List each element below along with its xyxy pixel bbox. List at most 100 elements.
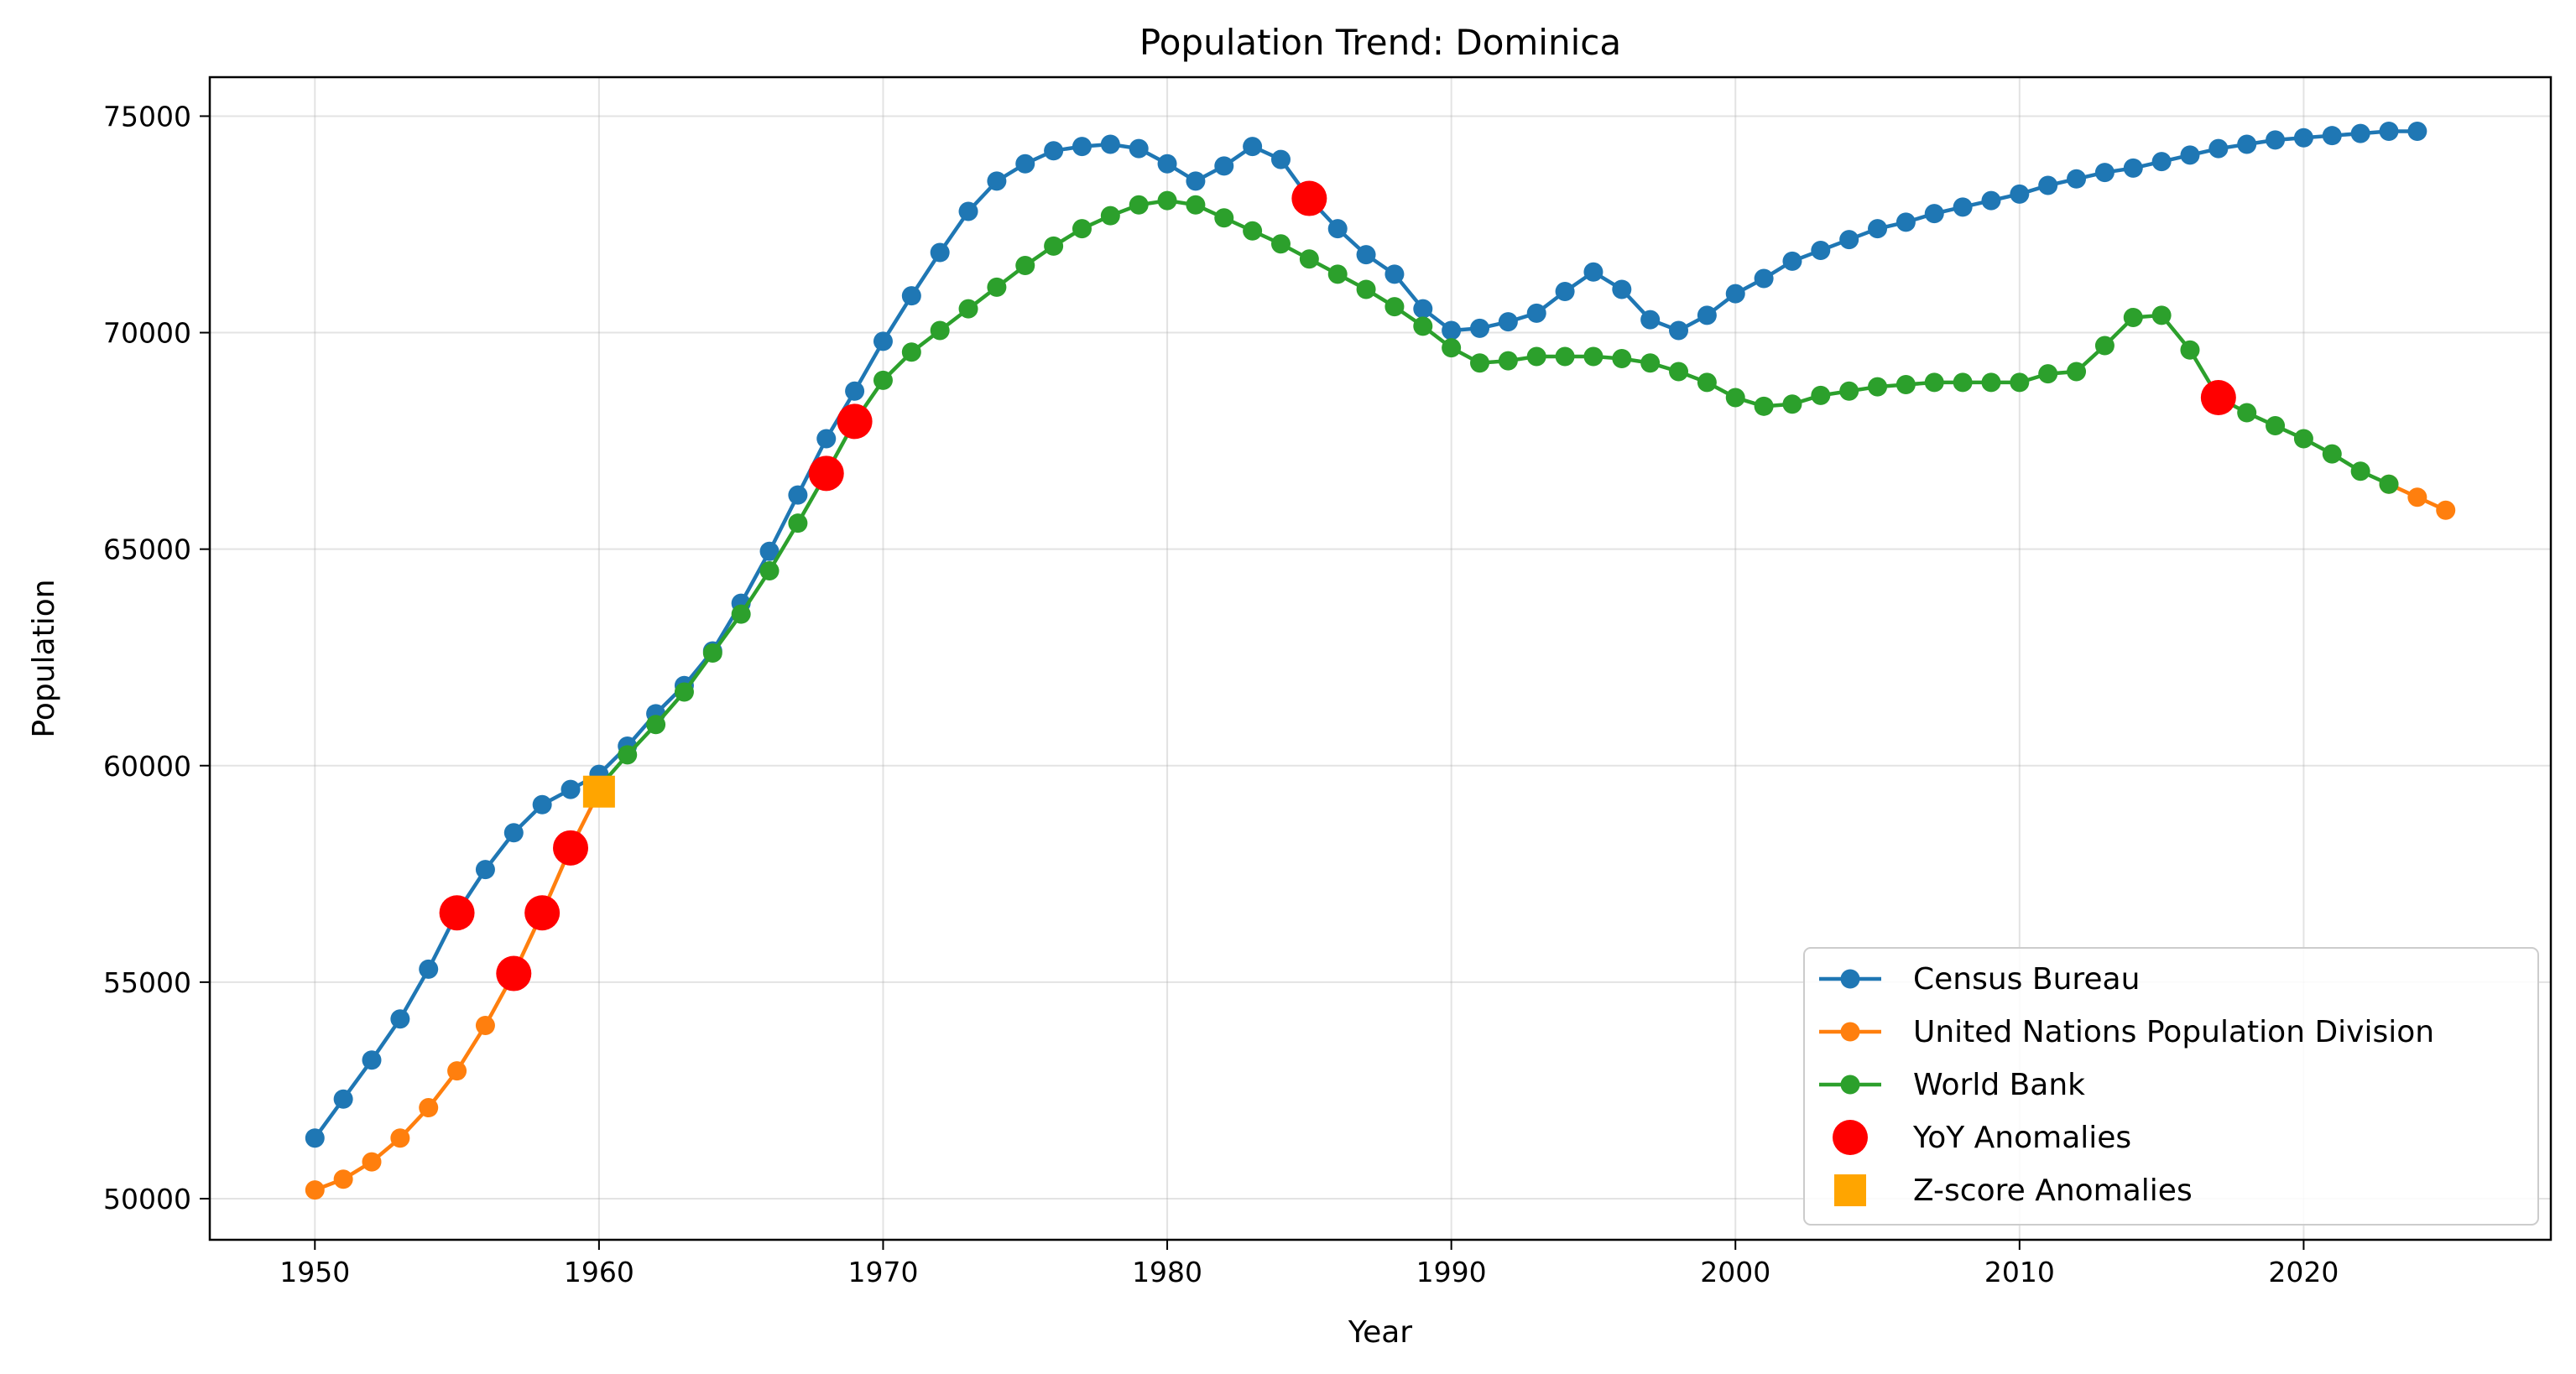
- data-point: [1270, 149, 1291, 169]
- y-tick-label: 75000: [103, 100, 191, 133]
- data-point: [2180, 340, 2200, 360]
- yoy-anomalies: [439, 180, 2236, 991]
- data-point: [2407, 122, 2427, 142]
- data-point: [419, 959, 439, 979]
- data-point: [503, 823, 524, 843]
- series-world-bank: [589, 190, 2399, 798]
- data-point: [646, 715, 666, 735]
- data-point: [1612, 279, 1632, 299]
- x-tick-label: 1950: [279, 1256, 350, 1288]
- data-point: [2123, 158, 2143, 178]
- yoy-anomaly-marker: [837, 403, 873, 440]
- data-point: [702, 643, 722, 664]
- yoy-anomaly-marker: [553, 830, 589, 866]
- data-point: [1214, 208, 1234, 228]
- data-point: [1270, 234, 1291, 254]
- data-point: [1157, 190, 1177, 211]
- data-point: [2322, 444, 2342, 464]
- data-point: [1839, 381, 1859, 401]
- data-point: [2293, 429, 2313, 449]
- data-point: [2067, 169, 2087, 189]
- data-point: [958, 299, 978, 319]
- y-tick-label: 50000: [103, 1183, 191, 1215]
- data-point: [1214, 156, 1234, 176]
- data-point: [2208, 138, 2229, 159]
- data-point: [1129, 138, 1149, 159]
- data-point: [2266, 416, 2286, 436]
- data-point: [1583, 262, 1603, 282]
- data-point: [1811, 385, 1831, 405]
- data-point: [1953, 197, 1973, 217]
- data-point: [930, 320, 950, 341]
- legend-item-united-nations-population-division: United Nations Population Division: [1819, 1015, 2434, 1049]
- x-tick-label: 1980: [1132, 1256, 1202, 1288]
- data-point: [788, 513, 808, 533]
- data-point: [1555, 346, 1575, 367]
- yoy-anomaly-marker: [496, 955, 532, 991]
- data-point: [475, 860, 495, 880]
- x-tick-label: 2000: [1700, 1256, 1770, 1288]
- data-point: [2322, 126, 2342, 146]
- data-point: [816, 429, 837, 449]
- x-tick-label: 1960: [564, 1256, 634, 1288]
- data-point: [390, 1128, 410, 1148]
- legend-item-census-bureau: Census Bureau: [1819, 962, 2140, 997]
- y-axis-label: Population: [27, 579, 61, 737]
- data-point: [845, 381, 865, 401]
- data-point: [1868, 377, 1888, 397]
- data-point: [1669, 362, 1689, 382]
- data-point: [362, 1050, 382, 1070]
- data-point: [419, 1098, 439, 1118]
- data-point: [1754, 268, 1774, 289]
- x-tick-label: 1990: [1416, 1256, 1487, 1288]
- data-point: [2151, 305, 2172, 325]
- data-point: [2350, 123, 2370, 143]
- data-point: [901, 342, 921, 362]
- data-point: [1725, 388, 1745, 408]
- anomaly-layer: [439, 180, 2236, 991]
- y-tick-label: 70000: [103, 317, 191, 350]
- legend-label: YoY Anomalies: [1912, 1121, 2131, 1155]
- data-point: [1640, 353, 1661, 373]
- legend-label: United Nations Population Division: [1913, 1015, 2434, 1049]
- y-tick-label: 65000: [103, 533, 191, 566]
- data-point: [1981, 190, 2001, 211]
- data-point: [305, 1128, 325, 1148]
- data-point: [532, 794, 552, 815]
- data-point: [1895, 212, 1916, 232]
- data-point: [2407, 487, 2427, 507]
- data-point: [1072, 137, 1092, 157]
- data-point: [475, 1015, 495, 1035]
- data-point: [1327, 264, 1348, 284]
- data-point: [1384, 264, 1405, 284]
- data-point: [2067, 362, 2087, 382]
- chart-title: Population Trend: Dominica: [1139, 22, 1621, 63]
- data-point: [1953, 372, 1973, 393]
- yoy-anomaly-marker: [808, 455, 844, 492]
- data-point: [390, 1009, 410, 1029]
- data-point: [1924, 204, 1944, 224]
- data-point: [788, 485, 808, 505]
- data-point: [1015, 256, 1035, 276]
- data-point: [2350, 461, 2370, 481]
- data-point: [1157, 154, 1177, 174]
- y-tick-label: 55000: [103, 966, 191, 999]
- data-point: [1044, 236, 1064, 256]
- yoy-anomaly-marker: [1291, 180, 1327, 216]
- data-point: [674, 682, 694, 702]
- data-point: [1782, 251, 1802, 271]
- data-point: [2379, 122, 2399, 142]
- data-point: [1612, 349, 1632, 369]
- data-point: [2237, 134, 2257, 154]
- legend-label: World Bank: [1913, 1068, 2085, 1102]
- legend-circle-swatch: [1833, 1120, 1868, 1155]
- data-point: [362, 1152, 382, 1172]
- legend-item-world-bank: World Bank: [1819, 1068, 2085, 1102]
- x-tick-label: 2020: [2268, 1256, 2339, 1288]
- data-point: [759, 541, 780, 561]
- data-point: [1526, 303, 1546, 323]
- data-point: [1100, 134, 1120, 154]
- data-point: [1555, 282, 1575, 302]
- data-point: [2038, 364, 2058, 384]
